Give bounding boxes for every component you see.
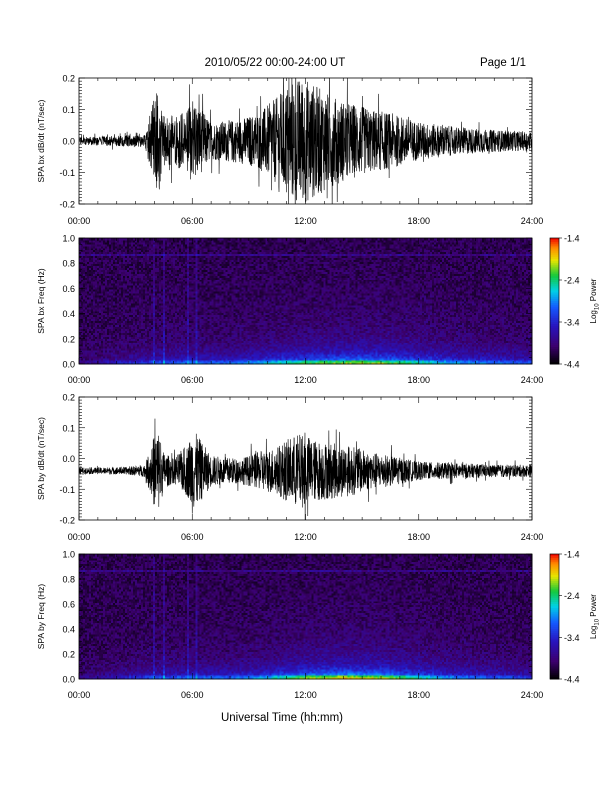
panel-bx-time: 0.2 0.1 0.0 -0.1 -0.2 00:00 06:00 12:00 18:00 24:… — [36, 52, 543, 226]
x-tick-label: 00:00 — [68, 375, 91, 385]
y-tick-label: 0.6 — [62, 600, 75, 610]
y-tick-label: 0.2 — [62, 393, 75, 403]
x-tick-label: 06:00 — [181, 690, 204, 700]
y-tick-label: 0.2 — [62, 650, 75, 660]
x-tick-label: 12:00 — [294, 690, 317, 700]
y-tick-label: 0.4 — [62, 625, 75, 635]
panel-by-time: 0.2 0.1 0.0 -0.1 -0.2 00:00 06:00 12:00 18:00 24:… — [36, 393, 543, 543]
series-line-by-time — [79, 419, 532, 528]
colorbar-tick-label: -2.4 — [564, 591, 580, 601]
x-tick-label: 06:00 — [181, 375, 204, 385]
panel-bx-freq: -1.4 -2.4 -3.4 -4.4 Log10 Power 1.0 0.8 0.6 0.4 0… — [36, 234, 601, 386]
x-tick-label: 18:00 — [407, 690, 430, 700]
y-tick-label: 0.8 — [62, 575, 75, 585]
y-axis-title: SPA by Freq (Hz) — [36, 584, 46, 650]
colorbar-tick-label: -4.4 — [564, 675, 580, 685]
y-tick-label: 0.1 — [62, 105, 75, 115]
page-number: Page 1/1 — [480, 57, 526, 69]
x-tick-label: 00:00 — [68, 216, 91, 226]
y-tick-label: 0.0 — [62, 454, 75, 464]
colorbar-tick-label: -2.4 — [564, 276, 580, 286]
x-tick-label: 06:00 — [181, 532, 204, 542]
y-tick-label: 0.2 — [62, 334, 75, 344]
colorbar-title: Log10 Power — [589, 594, 601, 639]
x-tick-label: 18:00 — [407, 375, 430, 385]
y-tick-label: 0.4 — [62, 309, 75, 319]
heatmap-cells-by-freq — [79, 554, 532, 679]
x-tick-label: 12:00 — [294, 216, 317, 226]
x-tick-label: 06:00 — [181, 216, 204, 226]
y-tick-label: 1.0 — [62, 550, 75, 560]
x-tick-label: 00:00 — [68, 532, 91, 542]
heatmap-cells-bx-freq — [79, 238, 532, 364]
colorbar-tick-label: -3.4 — [564, 633, 580, 643]
x-tick-label: 24:00 — [521, 216, 544, 226]
y-axis-title: SPA by dB/dt (nT/sec) — [36, 417, 46, 500]
y-tick-label: 0.0 — [62, 360, 75, 370]
colorbar-tick-label: -1.4 — [564, 234, 580, 244]
y-tick-label: -0.2 — [59, 200, 75, 210]
y-tick-label: 1.0 — [62, 234, 75, 244]
y-tick-label: 0.0 — [62, 137, 75, 147]
panels-group: 0.2 0.1 0.0 -0.1 -0.2 00:00 06:00 12:00 18:00 24:… — [36, 52, 601, 700]
series-line-bx-time — [79, 52, 532, 219]
panel-by-freq: -1.4 -2.4 -3.4 -4.4 Log10 Power 1.0 0.8 0.6 0.4 0… — [36, 550, 601, 701]
y-tick-label: 0.6 — [62, 284, 75, 294]
magnetometer-figure: 2010/05/22 00:00-24:00 UT Page 1/1 0.20.… — [0, 0, 612, 792]
colorbar-bx-freq: -1.4 -2.4 -3.4 -4.4 Log10 Power — [550, 234, 601, 370]
y-tick-label: 0.8 — [62, 259, 75, 269]
y-tick-label: 0.1 — [62, 423, 75, 433]
x-tick-label: 18:00 — [407, 532, 430, 542]
y-tick-label: -0.2 — [59, 516, 75, 526]
figure-title: 2010/05/22 00:00-24:00 UT — [205, 57, 346, 69]
colorbar-tick-label: -1.4 — [564, 550, 580, 560]
colorbar-by-freq: -1.4 -2.4 -3.4 -4.4 Log10 Power — [550, 550, 601, 685]
y-axis-title: SPA bx Freq (Hz) — [36, 268, 46, 334]
colorbar-tick-label: -3.4 — [564, 318, 580, 328]
x-tick-label: 00:00 — [68, 690, 91, 700]
x-tick-label: 12:00 — [294, 375, 317, 385]
x-tick-label: 24:00 — [521, 690, 544, 700]
x-tick-label: 18:00 — [407, 216, 430, 226]
x-tick-label: 24:00 — [521, 375, 544, 385]
colorbar-tick-label: -4.4 — [564, 360, 580, 370]
x-tick-label: 24:00 — [521, 532, 544, 542]
x-axis-title: Universal Time (hh:mm) — [221, 712, 343, 724]
colorbar-title: Log10 Power — [589, 278, 601, 323]
y-tick-label: -0.1 — [59, 168, 75, 178]
y-tick-label: -0.1 — [59, 485, 75, 495]
y-axis-title: SPA bx dB/dt (nT/sec) — [36, 99, 46, 182]
y-tick-label: 0.0 — [62, 675, 75, 685]
y-tick-label: 0.2 — [62, 74, 75, 84]
x-tick-label: 12:00 — [294, 532, 317, 542]
